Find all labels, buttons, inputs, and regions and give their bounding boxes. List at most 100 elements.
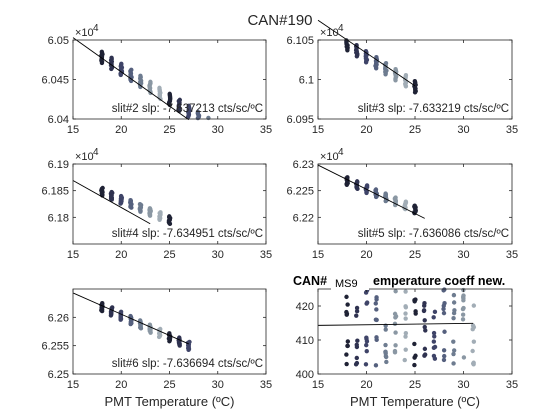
data-point	[109, 189, 114, 195]
scale-multiplier: ×10	[320, 151, 339, 163]
data-point	[147, 322, 153, 327]
data-point	[451, 310, 457, 316]
y-tick-label: 400	[296, 369, 314, 381]
y-tick-label: 410	[296, 335, 314, 347]
chart-panel-2: 15 20 25 30 35 6.095 6.1 6.105 ×10 4 slit#3 slp: -…	[286, 19, 518, 136]
data-point	[431, 345, 437, 351]
x-tick-label: 15	[312, 249, 324, 261]
data-point	[186, 103, 191, 109]
data-point	[148, 79, 153, 85]
data-point	[383, 327, 388, 332]
data-point	[383, 342, 388, 348]
y-tick-label: 6.19	[48, 159, 69, 171]
data-point	[421, 308, 427, 314]
data-point	[412, 362, 417, 368]
overlay-title-right: emperature coeff new.	[373, 274, 505, 288]
x-tick-label: 30	[212, 124, 224, 136]
slope-annotation: slit#3 slp: -7.633219 cts/sc/ºC	[358, 103, 509, 115]
data-point	[354, 305, 360, 311]
x-tick-label: 25	[409, 124, 421, 136]
data-point	[413, 353, 418, 358]
y-tick-label: 6.1	[299, 75, 314, 87]
x-tick-label: 15	[312, 124, 324, 136]
data-point	[128, 313, 133, 319]
data-point	[354, 355, 359, 361]
chart-panel-5: 15 20 25 30 35 6.25 6.255 6.26 slit#6 slp: -7.63…	[41, 288, 272, 409]
data-point	[471, 339, 477, 344]
data-point	[442, 329, 447, 334]
data-point	[393, 195, 398, 200]
data-point	[128, 197, 133, 203]
data-point	[422, 324, 427, 330]
data-point	[354, 360, 360, 366]
x-tick-label: 30	[212, 249, 224, 261]
scale-exponent: 4	[93, 23, 99, 34]
data-point	[119, 61, 124, 67]
x-tick-label: 30	[457, 249, 469, 261]
data-point	[364, 335, 369, 340]
data-point	[354, 342, 359, 348]
y-tick-label: 6.105	[286, 35, 314, 47]
data-point	[158, 326, 163, 332]
data-point	[461, 305, 466, 311]
data-point	[441, 306, 446, 312]
x-tick-label: 20	[360, 379, 372, 391]
x-tick-label: 25	[163, 249, 175, 261]
data-point	[345, 175, 350, 180]
data-point	[451, 361, 456, 366]
data-point	[471, 303, 477, 308]
y-tick-label: 6.255	[41, 341, 69, 353]
data-point	[177, 335, 182, 340]
data-point	[393, 343, 398, 348]
data-point	[137, 318, 143, 323]
data-point	[403, 311, 408, 316]
chart-panel-1: 15 20 25 30 35 6.04 6.045 6.05 ×10 4 slit#2 slp: -…	[41, 23, 272, 136]
data-point	[147, 206, 153, 211]
x-tick-label: 25	[163, 124, 175, 136]
data-point	[99, 49, 105, 55]
data-point	[422, 318, 427, 323]
data-point	[412, 203, 417, 208]
data-point	[354, 43, 359, 48]
data-point	[403, 334, 408, 339]
fit-line	[317, 164, 425, 219]
x-axis-label: PMT Temperature (ºC)	[350, 394, 480, 409]
data-point	[157, 85, 162, 91]
data-point	[167, 331, 172, 336]
data-point	[442, 353, 447, 359]
y-tick-label: 6.04	[48, 114, 69, 126]
x-tick-label: 20	[360, 124, 372, 136]
y-tick-label: 6.095	[286, 114, 314, 126]
data-point	[393, 67, 398, 72]
slope-annotation: slit#4 slp: -7.634951 cts/sc/ºC	[112, 228, 263, 240]
y-tick-label: 6.22	[293, 212, 314, 224]
data-point	[364, 348, 369, 354]
data-point	[344, 352, 349, 357]
overlay-title-sub: MS9	[335, 278, 358, 290]
data-point	[412, 79, 418, 84]
data-point	[158, 210, 163, 215]
data-point	[403, 304, 408, 309]
data-point	[138, 73, 143, 79]
data-point	[384, 359, 389, 365]
overlay-label-box	[331, 275, 369, 290]
data-point	[354, 308, 360, 314]
y-tick-label: 6.23	[293, 159, 314, 171]
fit-line	[317, 322, 474, 326]
data-point	[373, 301, 378, 306]
data-point	[441, 357, 447, 363]
data-point	[432, 356, 438, 361]
data-point	[345, 339, 351, 344]
data-point	[403, 199, 409, 204]
data-point	[355, 338, 360, 343]
data-point	[403, 316, 408, 321]
x-tick-label: 15	[67, 124, 79, 136]
data-point	[403, 73, 409, 78]
data-point	[167, 91, 172, 97]
data-point	[129, 67, 134, 73]
chart-panel-3: 15 20 25 30 35 6.18 6.185 6.19 ×10 4 slit#4 slp: -…	[41, 147, 272, 261]
data-point	[374, 295, 379, 300]
data-point	[364, 339, 370, 344]
data-point	[403, 330, 409, 336]
